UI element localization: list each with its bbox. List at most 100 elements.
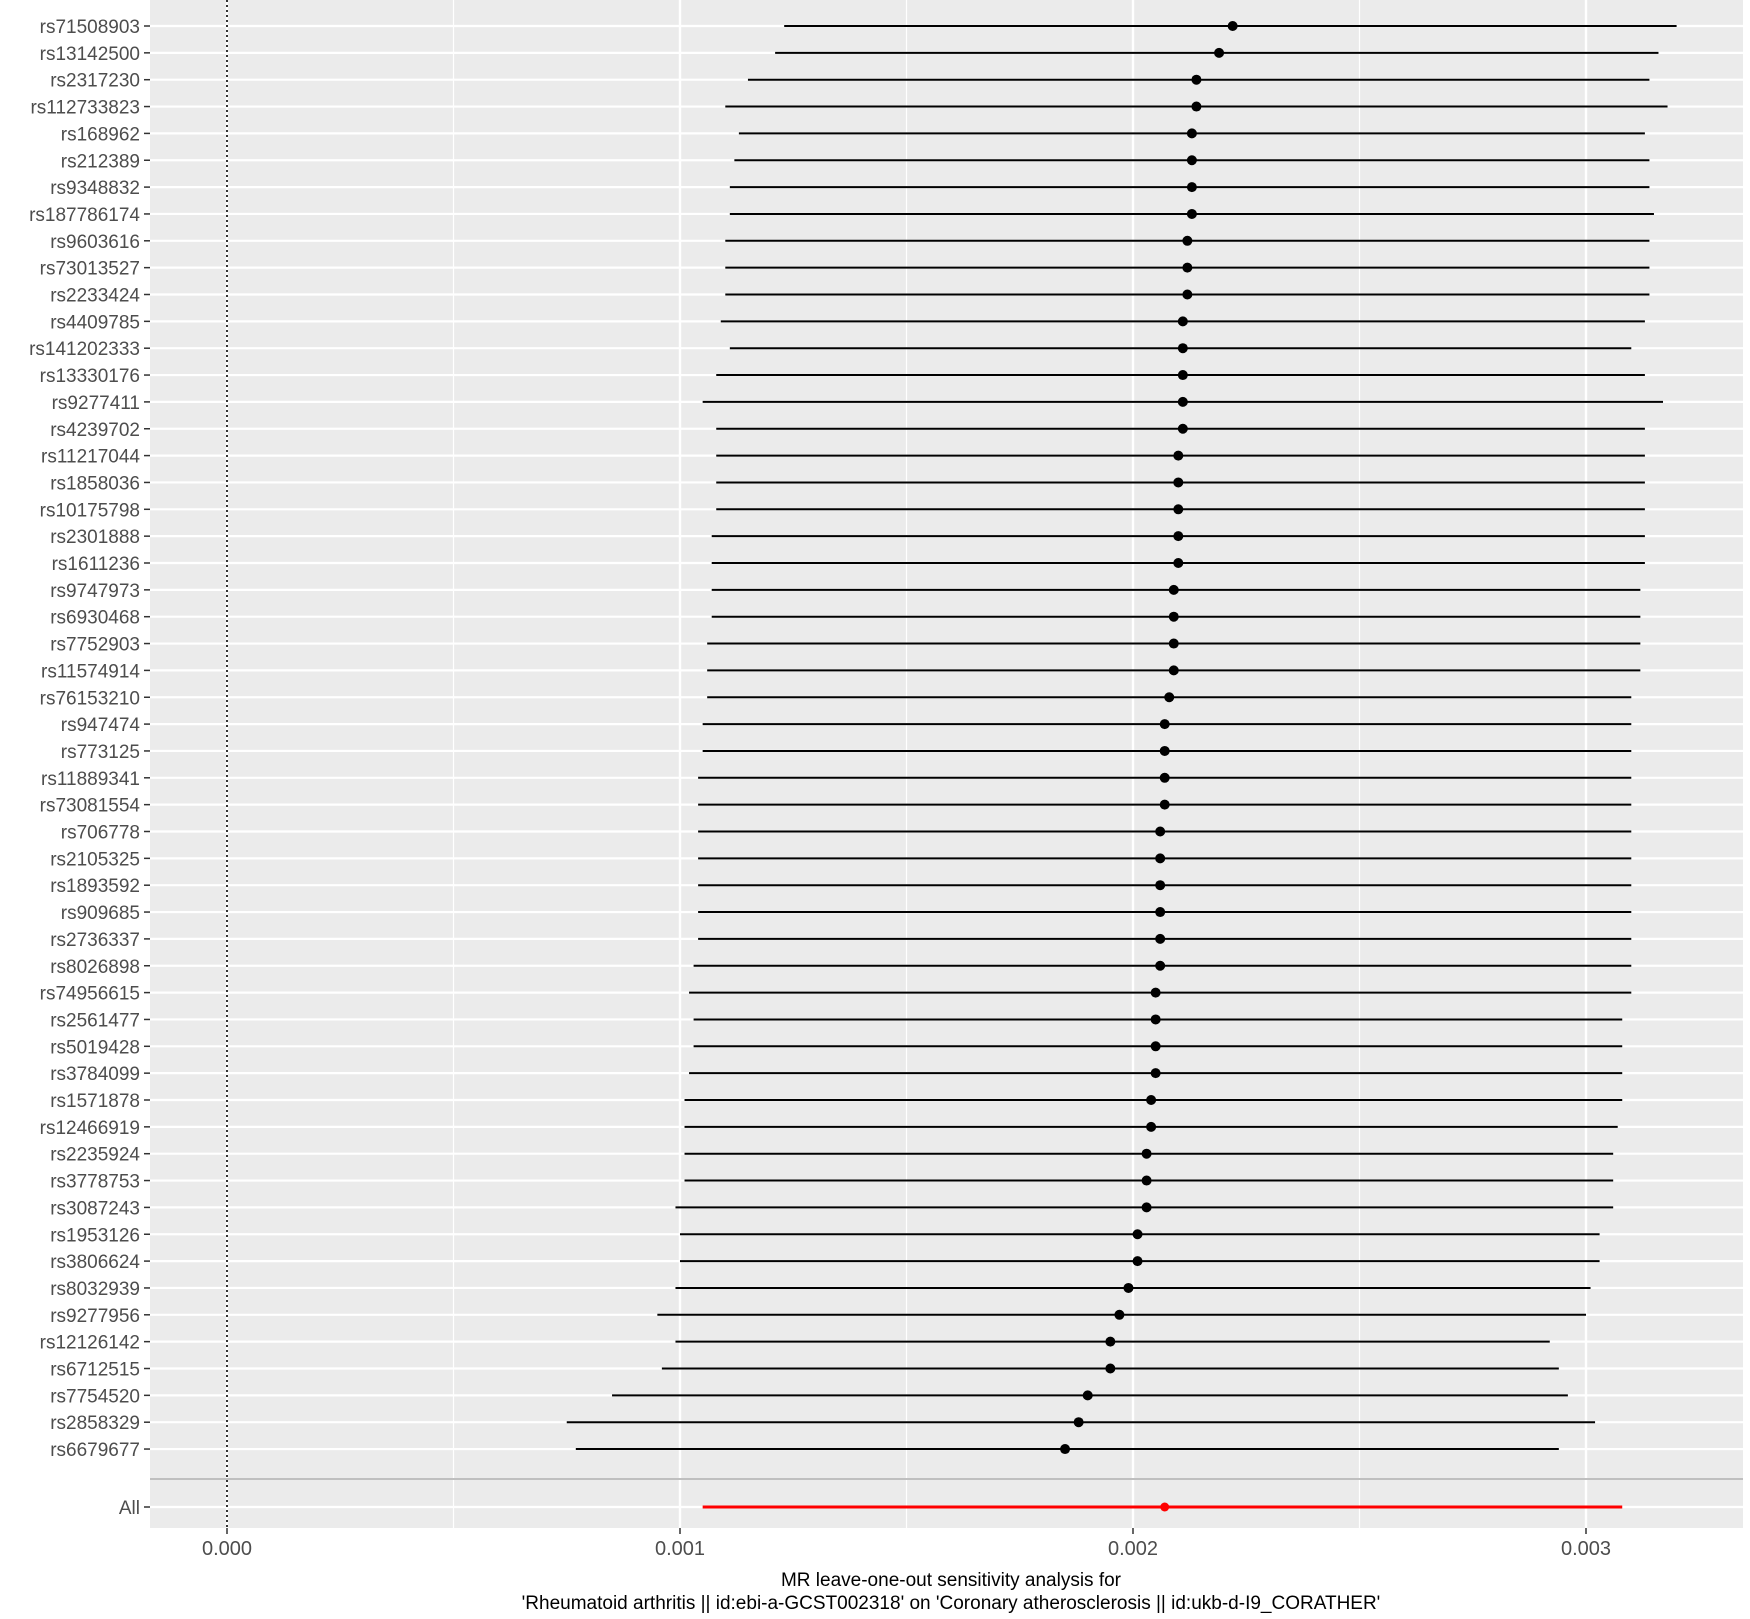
snp-label: rs12126142 [40, 1333, 140, 1354]
x-tick-label: 0.002 [1108, 1538, 1158, 1560]
snp-point [1168, 611, 1179, 622]
snp-label: rs73081554 [40, 796, 141, 817]
snp-label: rs2736337 [50, 930, 140, 951]
snp-label: rs1611236 [52, 554, 140, 575]
snp-label: rs141202333 [29, 339, 140, 360]
overall-point [1160, 1502, 1170, 1512]
snp-point [1073, 1417, 1084, 1428]
point-estimates [1060, 21, 1238, 1512]
snp-label: rs773125 [61, 742, 140, 763]
x-tick-label: 0.003 [1561, 1538, 1611, 1560]
snp-point [1060, 1444, 1071, 1455]
snp-point [1155, 826, 1166, 837]
snp-point [1159, 745, 1170, 756]
snp-point [1191, 74, 1202, 85]
snp-label: rs11217044 [41, 447, 140, 468]
snp-label: rs11889341 [41, 769, 140, 790]
snp-point [1159, 799, 1170, 810]
snp-label: rs10175798 [40, 500, 140, 521]
snp-point [1132, 1256, 1143, 1267]
snp-point [1159, 772, 1170, 783]
snp-point [1177, 343, 1188, 354]
snp-label: rs1571878 [50, 1091, 140, 1112]
overall-label: All [119, 1498, 140, 1519]
snp-label: rs11574914 [41, 661, 140, 682]
snp-label: rs9348832 [50, 178, 140, 199]
snp-label: rs13142500 [40, 44, 140, 65]
snp-point [1150, 1014, 1161, 1025]
snp-label: rs7754520 [50, 1386, 140, 1407]
snp-label: rs8032939 [50, 1279, 140, 1300]
snp-point [1150, 1041, 1161, 1052]
snp-point [1182, 262, 1193, 273]
snp-label: rs1953126 [50, 1225, 140, 1246]
snp-label: rs3784099 [50, 1064, 140, 1085]
snp-point [1105, 1363, 1116, 1374]
snp-label: rs2317230 [50, 71, 140, 92]
snp-point [1168, 638, 1179, 649]
snp-label: rs3778753 [50, 1172, 140, 1193]
snp-label: rs5019428 [50, 1037, 140, 1058]
y-axis-labels: rs71508903 rs13142500 rs2317230 rs112733823… [29, 17, 150, 1519]
snp-point [1182, 289, 1193, 300]
snp-label: rs2105325 [50, 849, 140, 870]
snp-label: rs7752903 [50, 635, 140, 656]
snp-label: rs74956615 [40, 984, 140, 1005]
snp-label: rs168962 [61, 124, 140, 145]
snp-label: rs212389 [61, 151, 140, 172]
snp-label: rs6712515 [50, 1360, 140, 1381]
snp-point [1173, 531, 1184, 542]
snp-point [1173, 450, 1184, 461]
snp-point [1155, 933, 1166, 944]
snp-point [1159, 719, 1170, 730]
snp-point [1177, 370, 1188, 381]
snp-label: rs2235924 [50, 1145, 140, 1166]
snp-point [1155, 853, 1166, 864]
snp-point [1177, 423, 1188, 434]
snp-point [1105, 1336, 1116, 1347]
snp-label: rs2233424 [50, 286, 140, 307]
snp-point [1155, 880, 1166, 891]
snp-point [1168, 665, 1179, 676]
snp-point [1173, 558, 1184, 568]
snp-point [1227, 21, 1238, 31]
snp-label: rs1893592 [50, 876, 140, 897]
snp-label: rs76153210 [40, 688, 140, 709]
snp-label: rs2858329 [50, 1413, 140, 1434]
snp-point [1150, 987, 1161, 998]
snp-label: rs4239702 [50, 420, 140, 441]
snp-point [1141, 1202, 1152, 1213]
panel-background [150, 0, 1743, 1528]
snp-point [1177, 316, 1188, 327]
x-axis-title-line2: 'Rheumatoid arthritis || id:ebi-a-GCST00… [522, 1593, 1381, 1614]
snp-point [1186, 155, 1197, 166]
snp-label: rs9603616 [50, 232, 140, 253]
x-axis-title-line1: MR leave-one-out sensitivity analysis fo… [781, 1570, 1122, 1591]
snp-point [1182, 235, 1193, 246]
snp-label: rs8026898 [50, 957, 140, 978]
snp-point [1141, 1148, 1152, 1159]
snp-label: rs4409785 [50, 312, 140, 333]
snp-label: rs187786174 [29, 205, 140, 226]
snp-point [1155, 907, 1166, 918]
snp-label: rs9277411 [52, 393, 140, 414]
snp-point [1214, 47, 1225, 58]
snp-label: rs73013527 [40, 259, 140, 280]
snp-label: rs3087243 [50, 1198, 140, 1219]
snp-point [1173, 477, 1184, 488]
snp-label: rs947474 [61, 715, 141, 736]
snp-point [1114, 1309, 1125, 1320]
snp-point [1150, 1068, 1161, 1079]
snp-point [1141, 1175, 1152, 1186]
snp-point [1168, 584, 1179, 595]
snp-point [1164, 692, 1175, 703]
snp-point [1186, 208, 1197, 219]
snp-point [1132, 1229, 1143, 1240]
snp-point [1155, 960, 1166, 971]
snp-point [1186, 182, 1197, 193]
snp-label: rs6679677 [50, 1440, 140, 1461]
snp-point [1177, 396, 1188, 407]
snp-label: rs909685 [61, 903, 140, 924]
snp-label: rs12466919 [40, 1118, 140, 1139]
